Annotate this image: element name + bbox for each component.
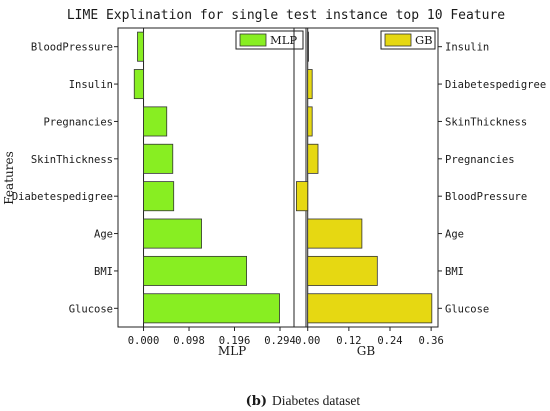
gb-bar-bloodpressure — [295, 181, 309, 212]
gb-x-axis-label: GB — [357, 344, 376, 358]
mlp-bar-age — [143, 218, 202, 249]
mlp-bar-bmi — [143, 255, 247, 286]
caption-label: (b) — [246, 394, 267, 409]
mlp-bar-glucose — [143, 293, 280, 324]
gb-category-label-glucose: Glucose — [445, 303, 489, 315]
mlp-category-label-insulin: Insulin — [69, 79, 113, 91]
mlp-x-axis-label: MLP — [218, 344, 246, 358]
mlp-axes-frame — [117, 27, 307, 328]
gb-category-label-age: Age — [445, 229, 464, 241]
gb-category-label-bmi: BMI — [445, 266, 464, 278]
mlp-bar-bloodpressure — [137, 31, 144, 62]
mlp-category-label-pregnancies: Pregnancies — [43, 116, 113, 128]
mlp-category-label-skinthickness: SkinThickness — [31, 154, 113, 166]
gb-xtick-label-3: 0.36 — [418, 335, 443, 347]
gb-bar-age — [307, 218, 363, 249]
mlp-xtick-label-2: 0.196 — [219, 335, 251, 347]
gb-bar-insulin — [307, 31, 309, 62]
chart-title: LIME Explination for single test instanc… — [67, 8, 505, 23]
mlp-category-label-glucose: Glucose — [69, 303, 113, 315]
mlp-xtick-label-0: 0.000 — [128, 335, 160, 347]
gb-bar-diabetespedigree — [307, 69, 313, 100]
gb-bar-pregnancies — [307, 143, 319, 174]
gb-category-label-insulin: Insulin — [445, 42, 489, 54]
mlp-bar-skinthickness — [143, 143, 174, 174]
mlp-category-label-bloodpressure: BloodPressure — [31, 42, 113, 54]
mlp-legend-label: MLP — [270, 33, 297, 47]
gb-panel: Insulin Diabetespedigree SkinThickness Preg… — [293, 27, 546, 358]
mlp-category-label-age: Age — [94, 229, 113, 241]
gb-bar-glucose — [307, 293, 433, 324]
caption-text: Diabetes dataset — [272, 393, 360, 408]
gb-category-label-bloodpressure: BloodPressure — [445, 191, 527, 203]
gb-category-label-skinthickness: SkinThickness — [445, 116, 527, 128]
gb-xtick-label-2: 0.24 — [377, 335, 402, 347]
gb-category-label-pregnancies: Pregnancies — [445, 154, 515, 166]
mlp-bar-diabetespedigree — [143, 181, 175, 212]
gb-axes-frame — [293, 27, 439, 328]
gb-legend-label: GB — [415, 33, 433, 47]
gb-category-label-diabetespedigree: Diabetespedigree — [445, 79, 546, 91]
mlp-xtick-label-1: 0.098 — [173, 335, 205, 347]
mlp-bar-insulin — [133, 69, 144, 100]
mlp-xtick-label-3: 0.294 — [264, 335, 296, 347]
mlp-category-label-bmi: BMI — [94, 266, 113, 278]
mlp-bar-pregnancies — [143, 106, 168, 137]
y-axis-label: Features — [2, 151, 16, 204]
gb-legend-swatch — [384, 33, 412, 47]
gb-xtick-label-0: 0.00 — [295, 335, 320, 347]
gb-bar-bmi — [307, 255, 378, 286]
mlp-legend-swatch — [239, 33, 267, 47]
mlp-category-label-diabetespedigree: Diabetespedigree — [12, 191, 113, 203]
gb-xtick-label-1: 0.12 — [336, 335, 361, 347]
gb-bar-skinthickness — [307, 106, 313, 137]
mlp-panel: BloodPressure Insulin Pregnancies SkinThick… — [12, 27, 307, 358]
